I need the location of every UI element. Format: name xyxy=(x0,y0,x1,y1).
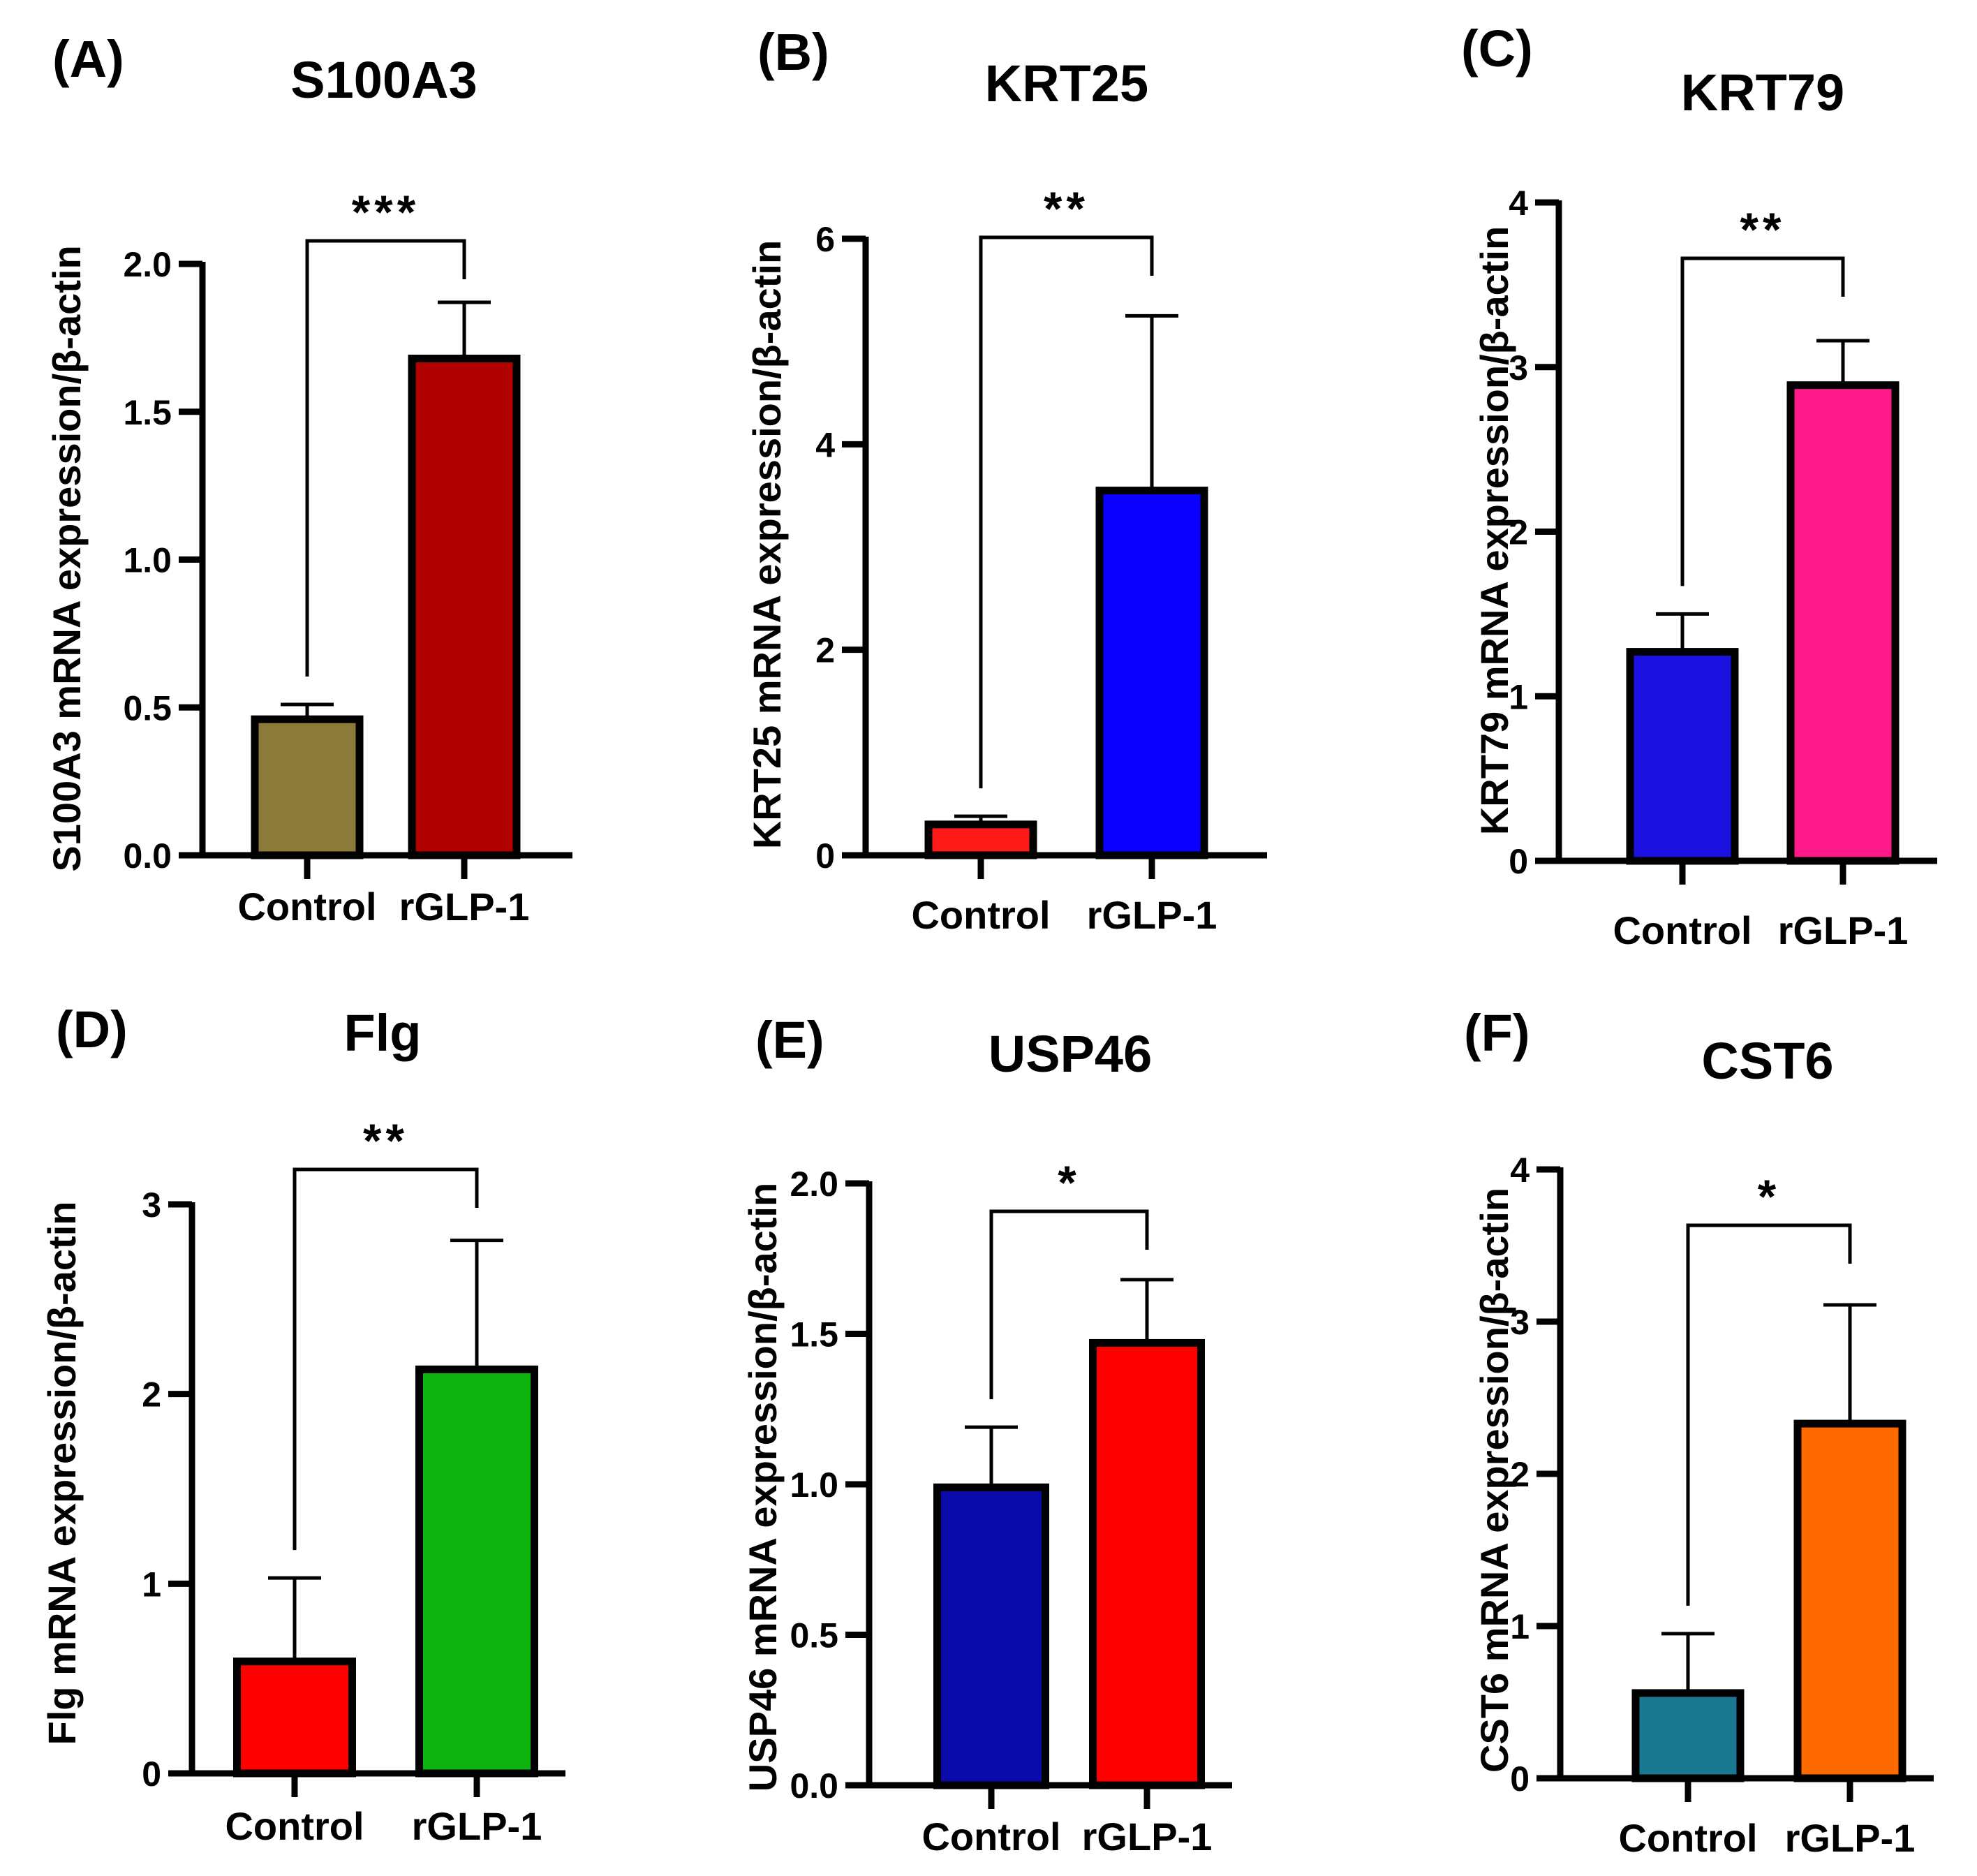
significance-bracket xyxy=(1686,1223,1852,1606)
bar-rglp-1 xyxy=(1793,1419,1906,1782)
bar-control xyxy=(933,1483,1049,1789)
category-label-rglp-1: rGLP-1 xyxy=(1785,1816,1916,1860)
panel-label: (E) xyxy=(755,1011,824,1069)
category-label-rglp-1: rGLP-1 xyxy=(399,885,530,929)
category-label-control: Control xyxy=(921,1815,1060,1859)
bar-rglp-1 xyxy=(1786,381,1900,865)
panel-c: (C) KRT79 KRT79 mRNA expression/β-actin 0 1 2… xyxy=(1461,20,1937,952)
bar-rglp-1 xyxy=(1095,487,1208,859)
category-label-rglp-1: rGLP-1 xyxy=(1778,908,1909,952)
panel-label: (F) xyxy=(1464,1004,1530,1062)
y-axis-label: CST6 mRNA expression/β-actin xyxy=(1472,1188,1516,1773)
significance-label: * xyxy=(1758,1170,1780,1223)
y-axis-label: S100A3 mRNA expression/β-actin xyxy=(45,245,89,871)
y-tick-label: 4 xyxy=(1509,184,1528,223)
panel-title: S100A3 xyxy=(290,51,477,109)
y-axis-label: Flg mRNA expression/β-actin xyxy=(40,1202,84,1745)
category-label-control: Control xyxy=(237,885,376,929)
category-label-control: Control xyxy=(225,1804,364,1848)
y-tick-label: 2 xyxy=(1509,513,1528,552)
panel-title: KRT25 xyxy=(985,54,1148,112)
bar-control xyxy=(924,820,1037,859)
bar-rglp-1 xyxy=(1089,1338,1205,1789)
panel-e: (E) USP46 USP46 mRNA expression/β-actin 0.0… xyxy=(741,1011,1232,1859)
category-label-control: Control xyxy=(1618,1816,1757,1860)
y-axis-label: KRT79 mRNA expression/β-actin xyxy=(1472,226,1516,835)
y-tick-label: 2.0 xyxy=(790,1165,838,1204)
panel-d: (D) Flg Flg mRNA expression/β-actin 0 1 2 3 Con… xyxy=(40,1000,565,1848)
y-tick-label: 6 xyxy=(815,220,835,259)
panel-title: Flg xyxy=(344,1004,422,1062)
significance-label: ** xyxy=(1044,182,1089,235)
category-label-control: Control xyxy=(911,893,1050,937)
bar-control xyxy=(233,1657,356,1778)
y-tick-label: 3 xyxy=(142,1186,161,1225)
y-tick-label: 1.0 xyxy=(123,541,172,580)
y-tick-label: 3 xyxy=(1510,1303,1530,1342)
significance-label: *** xyxy=(352,186,420,239)
panel-title: KRT79 xyxy=(1681,64,1844,121)
y-tick-label: 3 xyxy=(1509,348,1528,387)
y-tick-label: 0 xyxy=(142,1755,161,1794)
y-tick-label: 0 xyxy=(815,836,835,876)
y-axis-label: KRT25 mRNA expression/β-actin xyxy=(745,240,789,849)
significance-bracket xyxy=(979,235,1154,789)
y-tick-label: 2 xyxy=(142,1375,161,1415)
panel-label: (C) xyxy=(1461,20,1533,77)
y-tick-label: 4 xyxy=(1510,1151,1530,1190)
panel-a: (A) S100A3 S100A3 mRNA expression/β-actin 0… xyxy=(45,30,572,929)
y-tick-label: 0 xyxy=(1509,842,1528,881)
significance-bracket xyxy=(989,1209,1149,1400)
y-tick-label: 0.5 xyxy=(790,1616,838,1655)
bar-control xyxy=(1631,1689,1745,1782)
y-tick-label: 1.0 xyxy=(790,1465,838,1505)
significance-bracket xyxy=(1680,256,1845,586)
y-tick-label: 1 xyxy=(1509,677,1528,716)
y-tick-label: 0.0 xyxy=(123,836,172,876)
bar-control xyxy=(1626,648,1739,865)
significance-label: ** xyxy=(363,1114,408,1167)
y-tick-label: 1.5 xyxy=(790,1315,838,1354)
category-label-control: Control xyxy=(1613,908,1752,952)
panel-b: (B) KRT25 KRT25 mRNA expression/β-actin 0 2 4… xyxy=(745,23,1267,937)
significance-bracket xyxy=(305,239,466,677)
y-tick-label: 0.0 xyxy=(790,1766,838,1805)
category-label-rglp-1: rGLP-1 xyxy=(412,1804,542,1848)
y-tick-label: 1.5 xyxy=(123,393,172,432)
panel-label: (D) xyxy=(56,1000,128,1058)
y-tick-label: 0.5 xyxy=(123,688,172,727)
y-tick-label: 2 xyxy=(1510,1455,1530,1494)
panel-label: (B) xyxy=(757,23,829,81)
panel-title: USP46 xyxy=(988,1025,1152,1083)
bar-rglp-1 xyxy=(415,1365,538,1778)
y-tick-label: 1 xyxy=(1510,1607,1530,1646)
bar-rglp-1 xyxy=(408,355,521,859)
category-label-rglp-1: rGLP-1 xyxy=(1082,1815,1213,1859)
y-tick-label: 2.0 xyxy=(123,245,172,284)
y-axis-label: USP46 mRNA expression/β-actin xyxy=(741,1183,785,1792)
y-tick-label: 0 xyxy=(1510,1759,1530,1799)
panel-label: (A) xyxy=(52,30,124,88)
bar-control xyxy=(251,715,364,859)
significance-label: * xyxy=(1058,1156,1080,1209)
significance-label: ** xyxy=(1740,203,1786,256)
y-tick-label: 1 xyxy=(142,1565,161,1604)
y-tick-label: 2 xyxy=(815,631,835,670)
category-label-rglp-1: rGLP-1 xyxy=(1087,893,1217,937)
y-tick-label: 4 xyxy=(815,425,835,464)
significance-bracket xyxy=(293,1167,479,1551)
panel-title: CST6 xyxy=(1701,1032,1833,1090)
